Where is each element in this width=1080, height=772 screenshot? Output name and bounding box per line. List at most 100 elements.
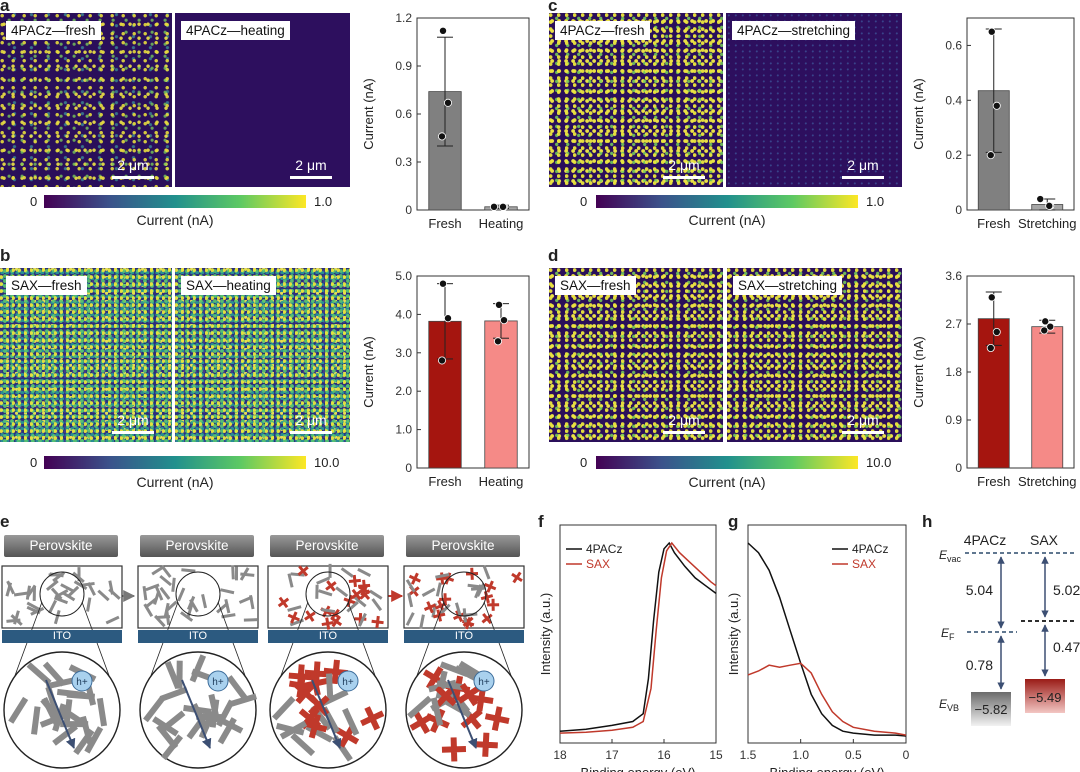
data-point: [444, 98, 453, 107]
4pacz-molecule: [13, 591, 29, 597]
4pacz-molecule: [142, 585, 148, 601]
4pacz-molecule-zoom: [96, 697, 108, 727]
4pacz-molecule: [462, 608, 467, 623]
colorbar-title: Current (nA): [136, 474, 214, 490]
bar-chart-c: 0 0.2 0.4 0.6 Current (nA) Fresh Stretching: [911, 17, 1077, 231]
x-tick-label: Heating: [479, 216, 524, 231]
4pacz-molecule: [454, 602, 462, 617]
perovskite-layer: Perovskite: [406, 535, 520, 557]
4pacz-molecule: [165, 610, 171, 625]
x-tick-label: Heating: [479, 474, 524, 489]
bar-chart-a: 0 0.3 0.6 0.9 1.2 Current (nA) Fresh Heating: [361, 11, 530, 231]
4pacz-molecule-zoom: [186, 713, 209, 740]
sax-molecule: [287, 611, 300, 624]
map-label: 4PACz—heating: [181, 21, 290, 40]
panel-letter-g: g: [728, 512, 739, 531]
panel-letter-e: e: [0, 512, 10, 531]
y-tick-label: 0: [405, 461, 412, 475]
data-point: [1036, 195, 1045, 204]
map-label: SAX—fresh: [555, 276, 636, 295]
colorbar-min: 0: [30, 194, 38, 209]
sax-molecule: [277, 596, 290, 609]
4pacz-molecule-zoom: [31, 706, 41, 735]
y-axis-label: Current (nA): [361, 336, 376, 408]
panel-letter-b: b: [0, 246, 11, 265]
4pacz-molecule: [476, 583, 486, 597]
evac-subscript: vac: [947, 554, 962, 564]
y-tick-label: 3.0: [395, 346, 412, 360]
column-label-sax: SAX: [1030, 532, 1059, 548]
4pacz-molecule: [26, 584, 37, 598]
hole-path-arrow: [181, 679, 212, 749]
4pacz-molecule: [369, 589, 383, 600]
data-point: [438, 132, 447, 141]
scale-bar: 2 μm: [112, 412, 154, 434]
ito-layer: ITO: [404, 630, 524, 643]
series-line-4pacz: [559, 541, 717, 732]
data-point: [498, 202, 507, 211]
data-point: [438, 356, 447, 365]
bar-chart-d: 0 0.9 1.8 2.7 3.6 Current (nA) Fresh Stretching: [911, 269, 1077, 489]
data-point: [1041, 317, 1050, 326]
4pacz-molecule: [180, 611, 194, 622]
4pacz-molecule: [320, 608, 336, 614]
data-point: [987, 27, 996, 36]
4pacz-molecule-zoom: [290, 732, 316, 757]
4pacz-molecule: [10, 614, 23, 626]
vb-block-sax: [1025, 679, 1065, 713]
4pacz-molecule: [231, 565, 235, 580]
ef-subscript: F: [949, 632, 955, 642]
hole-label: h+: [342, 677, 354, 688]
x-tick-label: 18: [553, 748, 567, 762]
4pacz-molecule: [73, 580, 88, 591]
4pacz-molecule: [177, 587, 186, 602]
y-tick-label: 0: [955, 203, 962, 217]
x-tick-label: 1.5: [740, 748, 757, 762]
bar-stretching: [1031, 326, 1064, 469]
4pacz-molecule: [234, 566, 239, 581]
4pacz-molecule: [97, 589, 110, 602]
hole-label: h+: [478, 677, 490, 688]
data-point: [1040, 326, 1049, 335]
4pacz-molecule: [419, 614, 425, 629]
4pacz-molecule-zoom: [325, 673, 334, 702]
line-chart-g: 1.5 1.0 0.5 0 Binding energy (eV) Intensity (…: [728, 524, 910, 772]
y-tick-label: 2.0: [395, 384, 412, 398]
4pacz-molecule: [165, 600, 178, 613]
sax-molecule: [297, 565, 309, 577]
4pacz-molecule: [435, 573, 450, 579]
y-tick-label: 3.6: [945, 269, 962, 283]
x-tick-label: 0: [903, 748, 910, 762]
scale-bar: 2 μm: [663, 412, 705, 434]
4pacz-molecule: [52, 571, 66, 583]
sax-molecule: [423, 601, 437, 614]
x-tick-label: 1.0: [792, 748, 809, 762]
map-label: SAX—stretching: [733, 276, 843, 295]
map-a-fresh: 4PACz—fresh 2 μm: [0, 13, 172, 187]
x-axis-label: Binding energy (eV): [770, 765, 885, 772]
sax-molecule: [371, 615, 384, 629]
hole-badge: [71, 670, 93, 692]
hole-path-arrow: [311, 679, 342, 749]
4pacz-molecule: [53, 609, 61, 625]
y-tick-label: 0.6: [395, 107, 412, 121]
4pacz-molecule: [405, 612, 415, 626]
4pacz-molecule: [145, 583, 160, 592]
4pacz-molecule: [318, 589, 333, 597]
4pacz-molecule-zoom: [407, 695, 433, 719]
4pacz-molecule-zoom: [189, 654, 207, 683]
colorbar-min: 0: [30, 455, 38, 470]
x-tick-label: 17: [605, 748, 619, 762]
hole-label: h+: [76, 677, 88, 688]
perovskite-layer: Perovskite: [4, 535, 118, 557]
4pacz-molecule: [243, 618, 258, 622]
4pacz-molecule-zoom: [164, 660, 181, 690]
sax-molecule-zoom: [441, 737, 467, 762]
y-tick-label: 0.6: [945, 38, 962, 52]
4pacz-molecule: [407, 592, 414, 608]
data-point: [1046, 322, 1055, 331]
4pacz-molecule: [371, 598, 383, 612]
data-point: [987, 293, 996, 302]
4pacz-molecule: [159, 574, 173, 587]
x-tick-label: 0.5: [845, 748, 862, 762]
